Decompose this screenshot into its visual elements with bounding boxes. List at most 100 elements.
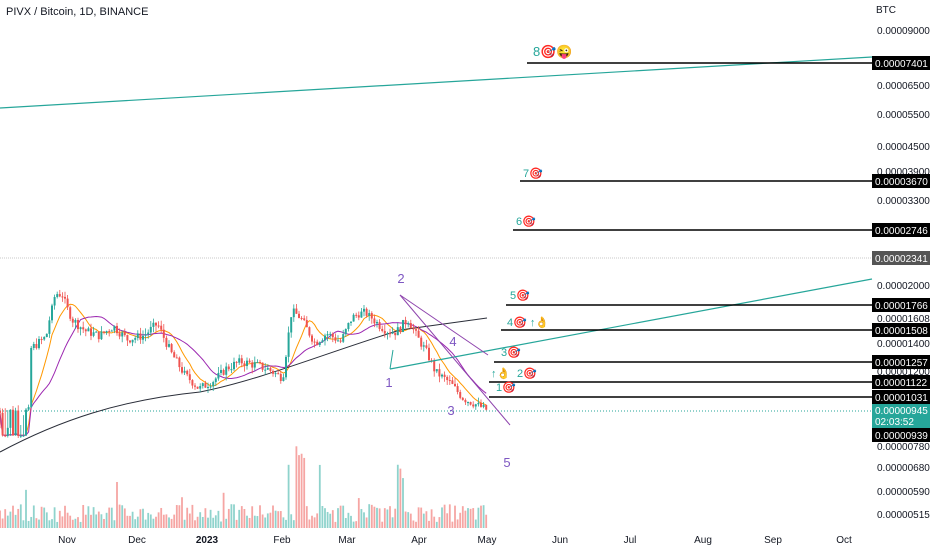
volume-bar	[108, 507, 111, 528]
candle-body	[82, 327, 85, 330]
volume-bar	[287, 464, 290, 528]
volume-bar	[162, 514, 165, 528]
volume-bar	[363, 512, 365, 528]
candle-body	[170, 344, 173, 353]
y-tick-label: 0.00001400	[877, 339, 930, 350]
volume-bar	[383, 508, 386, 528]
volume-bar	[240, 506, 243, 528]
candle-body	[308, 327, 311, 336]
volume-bar	[370, 504, 373, 528]
volume-bar	[316, 513, 319, 528]
volume-bar	[183, 519, 186, 528]
candle-body	[363, 308, 365, 312]
candle-body	[116, 325, 118, 334]
candle-body	[409, 323, 412, 329]
candle-body	[12, 409, 14, 436]
candle-body	[246, 360, 248, 366]
candle-body	[485, 404, 488, 410]
candle-body	[331, 333, 334, 338]
y-tick-label: 0.00003300	[877, 196, 930, 207]
breakout-trendline	[389, 278, 873, 370]
volume-bar	[334, 521, 337, 528]
target-badge-8	[872, 56, 930, 70]
candle-body	[290, 317, 293, 333]
candle-body	[6, 427, 9, 436]
x-tick-label: Oct	[836, 535, 852, 546]
candle-body	[38, 339, 40, 349]
volume-bar	[415, 521, 417, 528]
candle-body	[142, 335, 144, 340]
target-badge-6	[872, 223, 930, 237]
candle-body	[337, 340, 339, 342]
candle-body	[467, 402, 469, 404]
volume-bar	[402, 478, 404, 528]
candle-body	[480, 402, 482, 407]
volume-bar	[12, 505, 14, 528]
candle-body	[300, 317, 303, 319]
candle-body	[347, 322, 350, 330]
volume-bar	[256, 516, 259, 528]
candle-body	[207, 387, 209, 389]
volume-bar	[461, 506, 464, 528]
candle-body	[355, 314, 358, 316]
volume-bar	[110, 507, 113, 528]
candle-body	[238, 358, 241, 363]
target-badge-text-1: 0.00001031	[875, 393, 928, 404]
volume-bar	[6, 515, 9, 528]
candle-body	[30, 347, 33, 408]
candle-body	[134, 338, 137, 340]
x-tick-label: Mar	[338, 535, 356, 546]
volume-bar	[194, 520, 196, 528]
candle-body	[113, 325, 116, 331]
volume-bar	[188, 513, 191, 528]
volume-bar	[191, 504, 194, 528]
candle-body	[222, 369, 225, 375]
y-tick-label: 0.00002000	[877, 281, 930, 292]
candle-body	[303, 318, 306, 321]
candle-body	[412, 328, 415, 330]
volume-bar	[17, 508, 20, 528]
candle-body	[235, 361, 238, 363]
x-tick-label: Dec	[128, 535, 146, 546]
target-label-8: 8🎯😜	[533, 44, 573, 60]
candle-body	[129, 340, 131, 343]
volume-bar	[199, 512, 202, 528]
volume-bar	[420, 507, 423, 528]
candle-body	[220, 369, 222, 373]
volume-bar	[170, 518, 173, 528]
candle-body	[474, 404, 477, 407]
volume-bar	[97, 511, 100, 528]
candle-body	[360, 311, 363, 318]
volume-bar	[456, 519, 459, 528]
candle-body	[264, 369, 267, 371]
candle-body	[32, 343, 35, 348]
volume-bar	[409, 513, 412, 528]
volume-bar	[165, 514, 168, 528]
candle-body	[448, 380, 451, 382]
volume-bar	[90, 514, 92, 528]
volume-bar	[480, 505, 482, 528]
candle-body	[399, 327, 402, 333]
volume-bar	[214, 515, 217, 528]
candle-body	[339, 340, 342, 342]
volume-bar	[313, 517, 316, 528]
y-tick-label: 0.00000780	[877, 442, 930, 453]
candle-body	[131, 339, 134, 343]
candle-body	[168, 344, 170, 347]
candle-body	[53, 297, 56, 306]
volume-bar	[77, 517, 79, 528]
target-badge-text-8: 0.00007401	[875, 59, 928, 70]
candle-body	[136, 333, 139, 339]
x-tick-label: Jul	[624, 535, 637, 546]
candle-body	[162, 329, 165, 338]
volume-bar	[264, 517, 267, 528]
candle-body	[344, 329, 347, 335]
volume-bar	[292, 520, 295, 528]
volume-bar	[35, 518, 38, 528]
candle-body	[477, 402, 480, 405]
volume-bar	[272, 505, 274, 528]
candle-body	[69, 307, 72, 319]
volume-bar	[58, 510, 61, 528]
volume-bar	[438, 517, 441, 528]
